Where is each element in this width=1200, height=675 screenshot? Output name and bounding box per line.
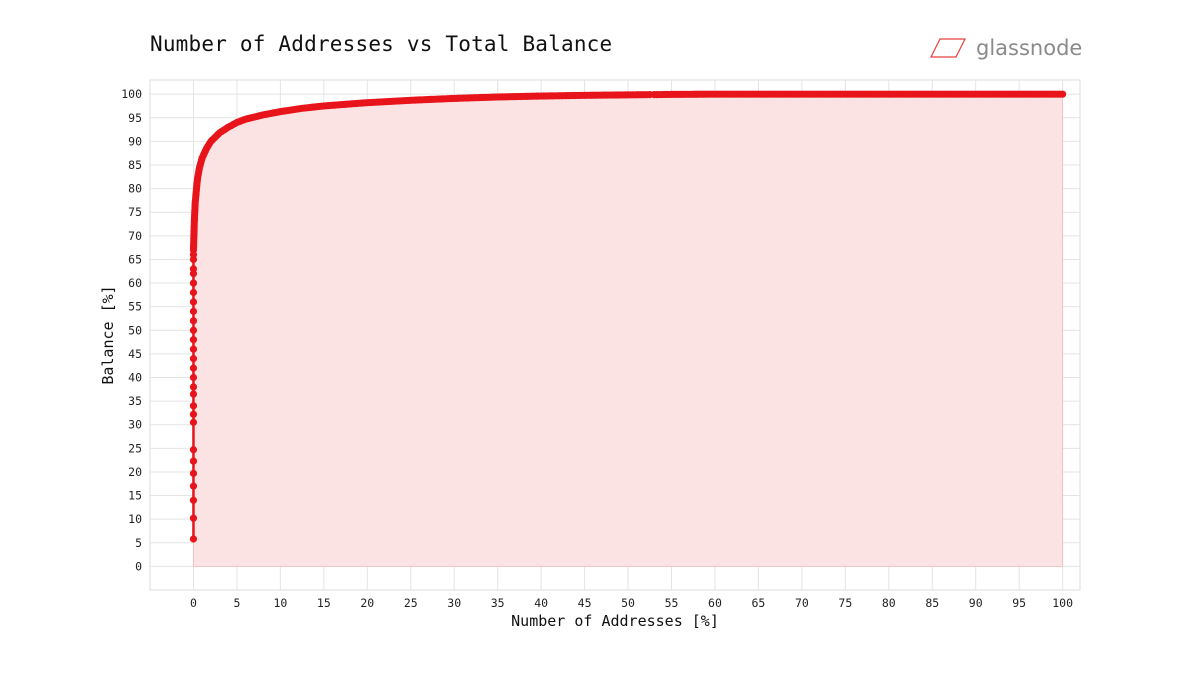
x-tick-label: 5: [233, 596, 240, 610]
x-tick-label: 0: [190, 596, 197, 610]
data-point: [189, 469, 198, 477]
data-point: [643, 91, 651, 99]
y-tick-label: 80: [128, 182, 142, 196]
y-tick-label: 30: [128, 418, 142, 432]
data-point: [189, 355, 198, 363]
data-point: [189, 410, 198, 418]
x-tick-label: 60: [708, 596, 722, 610]
x-tick-label: 35: [491, 596, 505, 610]
data-point: [189, 326, 198, 334]
y-tick-label: 50: [128, 323, 142, 337]
data-point: [189, 514, 198, 522]
data-point: [189, 446, 198, 454]
x-tick-label: 25: [404, 596, 418, 610]
x-tick-label: 65: [751, 596, 765, 610]
data-point: [189, 457, 198, 465]
x-tick-label: 10: [273, 596, 287, 610]
data-point: [189, 364, 198, 372]
data-point: [189, 298, 198, 306]
y-tick-label: 85: [128, 158, 142, 172]
x-tick-label: 75: [838, 596, 852, 610]
chart-title: Number of Addresses vs Total Balance: [150, 32, 613, 56]
data-point: [189, 418, 198, 426]
y-tick-label: 75: [128, 205, 142, 219]
x-tick-label: 80: [882, 596, 896, 610]
x-tick-label: 85: [925, 596, 939, 610]
x-tick-label: 20: [360, 596, 374, 610]
data-point: [189, 345, 198, 353]
data-point: [1056, 90, 1064, 98]
y-tick-label: 25: [128, 441, 142, 455]
data-point: [189, 307, 198, 315]
x-tick-label: 55: [665, 596, 679, 610]
x-axis-label: Number of Addresses [%]: [511, 612, 719, 630]
area-fill-path: [193, 93, 1064, 567]
x-tick-label: 30: [447, 596, 461, 610]
y-tick-label: 5: [135, 536, 142, 550]
y-tick-label: 10: [128, 512, 142, 526]
data-point: [189, 535, 198, 543]
y-axis-label: Balance [%]: [99, 285, 117, 384]
data-point: [189, 496, 198, 504]
brand-name: glassnode: [976, 36, 1083, 60]
y-tick-label: 40: [128, 371, 142, 385]
x-tick-labels: 0 5 10 15 20 25 30 35 40 45 50 55 60 65 70 75 80 85 90 95 10…: [190, 596, 1073, 610]
y-tick-label: 0: [135, 559, 142, 573]
y-tick-label: 55: [128, 300, 142, 314]
y-tick-label: 70: [128, 229, 142, 243]
x-tick-label: 100: [1052, 596, 1073, 610]
x-tick-label: 50: [621, 596, 635, 610]
y-tick-label: 45: [128, 347, 142, 361]
data-point: [189, 288, 198, 297]
x-tick-label: 40: [534, 596, 548, 610]
data-point: [189, 336, 198, 344]
y-tick-label: 90: [128, 134, 142, 148]
glassnode-parallelogram-icon: [930, 38, 966, 58]
brand-logo: glassnode: [930, 32, 1082, 64]
data-point: [189, 265, 198, 273]
data-point: [189, 383, 198, 391]
data-point: [189, 402, 198, 410]
y-tick-label: 15: [128, 489, 142, 503]
data-point: [189, 373, 198, 382]
x-tick-label: 95: [1012, 596, 1026, 610]
x-tick-label: 45: [578, 596, 592, 610]
x-tick-label: 70: [795, 596, 809, 610]
x-tick-label: 90: [969, 596, 983, 610]
data-point: [189, 317, 198, 325]
x-tick-label: 15: [317, 596, 331, 610]
data-point: [189, 482, 198, 490]
y-tick-label: 65: [128, 252, 142, 266]
y-tick-label: 20: [128, 465, 142, 479]
y-tick-label: 100: [121, 87, 142, 101]
y-tick-labels: 0 5 10 15 20 25 30 35 40 45 50 55 60 65 70 75 80 85 90 95 10…: [121, 87, 142, 573]
area-fill: [193, 93, 1064, 567]
data-point: [189, 390, 198, 398]
data-points: [189, 90, 1067, 543]
y-tick-label: 60: [128, 276, 142, 290]
y-tick-label: 95: [128, 111, 142, 125]
y-tick-label: 35: [128, 394, 142, 408]
data-point: [189, 279, 198, 287]
